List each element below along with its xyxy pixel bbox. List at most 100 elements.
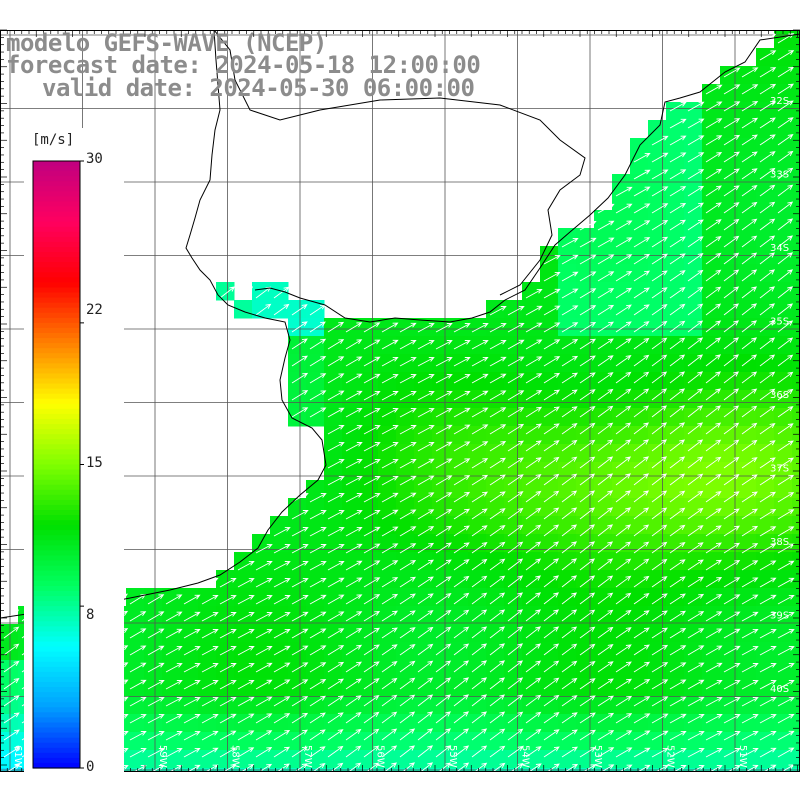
field-cell — [522, 300, 541, 319]
wind-arrow — [543, 558, 560, 571]
wind-arrow — [417, 357, 435, 367]
wind-arrow — [345, 459, 363, 469]
field-cell — [144, 606, 163, 625]
wind-arrow — [3, 712, 20, 724]
wind-arrow — [597, 422, 614, 435]
wind-arrow — [507, 643, 524, 656]
field-cell — [216, 750, 235, 769]
wind-arrow — [705, 354, 722, 367]
field-cell — [666, 408, 685, 427]
wind-arrow — [273, 713, 291, 724]
wind-arrow — [453, 441, 471, 452]
wind-arrow — [669, 662, 687, 673]
field-cell — [720, 570, 739, 589]
wind-arrow — [759, 474, 776, 486]
wind-arrow — [291, 304, 308, 316]
field-cell — [720, 264, 739, 283]
field-cell — [720, 138, 739, 157]
wind-arrow — [381, 644, 398, 656]
wind-arrow — [759, 67, 777, 78]
field-cell — [288, 588, 307, 607]
field-cell — [486, 408, 505, 427]
wind-arrow — [615, 355, 632, 367]
wind-arrow — [597, 220, 615, 231]
wind-arrow — [183, 594, 201, 605]
colorbar-tick-0: 0 — [86, 759, 95, 775]
field-cell — [414, 678, 433, 697]
wind-arrow — [399, 391, 417, 401]
wind-arrow — [489, 407, 507, 418]
wind-arrow — [723, 354, 740, 367]
lon-label: 55W — [447, 745, 458, 768]
field-cell — [774, 750, 793, 769]
wind-arrow — [633, 405, 650, 418]
field-cell — [774, 120, 793, 139]
field-cell — [666, 102, 685, 121]
wind-arrow — [489, 457, 506, 469]
field-cell — [396, 732, 415, 751]
wind-arrow — [237, 662, 255, 673]
field-cell — [720, 498, 739, 517]
colorbar-swatch — [33, 702, 80, 708]
lat-label: 39S — [770, 611, 789, 622]
wind-arrow — [759, 371, 776, 384]
field-cell — [252, 606, 271, 625]
wind-arrow — [741, 730, 759, 741]
wind-arrow — [435, 745, 452, 758]
wind-arrow — [165, 747, 183, 758]
wind-arrow — [561, 271, 579, 282]
field-cell — [558, 696, 577, 715]
field-cell — [720, 318, 739, 337]
wind-arrow — [759, 440, 776, 452]
field-cell — [270, 624, 289, 643]
wind-arrow — [165, 731, 183, 741]
wind-arrow — [255, 561, 273, 571]
wind-arrow — [705, 594, 723, 605]
wind-arrow — [453, 592, 470, 605]
wind-arrow — [669, 118, 687, 129]
field-cell — [594, 516, 613, 535]
wind-arrow — [291, 355, 308, 367]
field-cell — [666, 714, 685, 733]
colorbar-swatch — [33, 621, 80, 627]
field-cell — [540, 264, 559, 283]
wind-arrow — [471, 491, 488, 503]
wind-arrow — [129, 611, 147, 622]
wind-arrow — [597, 439, 614, 452]
wind-arrow — [669, 559, 686, 571]
field-cell — [432, 732, 451, 751]
field-cell — [360, 444, 379, 463]
field-cell — [648, 264, 667, 283]
wind-arrow — [597, 271, 615, 282]
wind-arrow — [687, 593, 705, 605]
wind-arrow — [669, 747, 687, 758]
field-cell — [702, 318, 721, 337]
wind-arrow — [129, 748, 147, 758]
wind-arrow — [309, 390, 327, 401]
field-cell — [288, 678, 307, 697]
field-cell — [522, 606, 541, 625]
wind-arrow — [201, 646, 219, 656]
wind-arrow — [651, 662, 669, 673]
field-cell — [252, 300, 271, 319]
wind-arrow — [165, 645, 183, 656]
field-cell — [630, 534, 649, 553]
wind-arrow — [759, 184, 776, 197]
field-cell — [792, 714, 800, 733]
field-cell — [648, 534, 667, 553]
wind-arrow — [579, 609, 596, 622]
wind-arrow — [507, 457, 524, 469]
wind-arrow — [327, 424, 345, 435]
wind-arrow — [759, 680, 777, 690]
wind-arrow — [723, 456, 740, 469]
wind-arrow — [561, 558, 578, 571]
lon-label: 61W — [12, 745, 23, 768]
field-cell — [684, 534, 703, 553]
wind-arrow — [759, 100, 776, 112]
wind-arrow — [759, 117, 776, 129]
field-cell — [504, 624, 523, 643]
wind-arrow — [419, 762, 434, 772]
wind-arrow — [651, 287, 668, 299]
colorbar-swatch — [33, 474, 80, 481]
